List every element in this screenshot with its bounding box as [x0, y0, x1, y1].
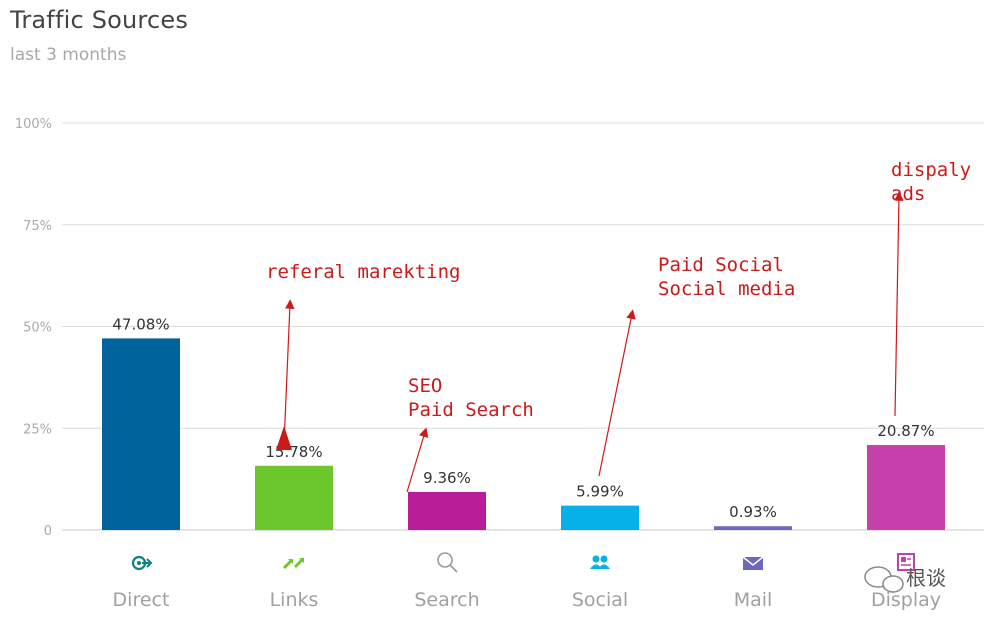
- category-label: Social: [572, 589, 628, 611]
- search-magnifier-icon: [437, 552, 458, 573]
- annotation-paid-social: Paid Social: [658, 254, 784, 276]
- annotation-seo-paid-search: Paid Search: [408, 399, 534, 421]
- chart-title: Traffic Sources: [10, 6, 189, 34]
- category-label: Mail: [734, 589, 773, 611]
- annotation-referral-marketing: referal marekting: [266, 261, 460, 283]
- annotation-arrow: [894, 191, 904, 417]
- data-label: 0.93%: [729, 503, 777, 521]
- annotation-seo-paid-search: SEO: [408, 375, 442, 397]
- display-ad-icon: [897, 553, 915, 571]
- annotation-arrow: [283, 299, 295, 445]
- y-tick-label: 50%: [23, 321, 52, 336]
- direct-target-icon: [131, 555, 153, 571]
- category-label: Links: [270, 589, 319, 611]
- y-tick-label: 75%: [23, 219, 52, 234]
- annotation-display-ads: dispaly: [891, 159, 971, 181]
- bar-display[interactable]: [867, 445, 945, 530]
- data-label: 9.36%: [423, 469, 471, 487]
- chart-subtitle: last 3 months: [10, 45, 127, 65]
- data-label: 20.87%: [877, 422, 934, 440]
- social-people-icon: [590, 555, 610, 569]
- category-label: Direct: [113, 589, 170, 611]
- annotation-arrow: [406, 427, 429, 493]
- y-tick-label: 25%: [23, 422, 52, 437]
- bar-direct[interactable]: [102, 338, 180, 530]
- watermark-text: 根谈: [906, 566, 946, 590]
- data-label: 47.08%: [112, 315, 169, 333]
- annotation-arrow: [598, 309, 636, 477]
- category-label: Display: [871, 589, 941, 611]
- links-arrows-icon: [282, 557, 305, 570]
- data-label: 15.78%: [265, 443, 322, 461]
- mail-envelope-icon: [742, 556, 764, 570]
- y-tick-label: 100%: [15, 117, 52, 132]
- data-label: 5.99%: [576, 483, 624, 501]
- bar-mail[interactable]: [714, 526, 792, 530]
- annotation-arrowhead: [276, 426, 292, 450]
- annotation-paid-social: Social media: [658, 278, 795, 300]
- y-tick-label: 0: [44, 524, 52, 539]
- bar-social[interactable]: [561, 505, 639, 530]
- bar-links[interactable]: [255, 465, 333, 530]
- annotation-display-ads: ads: [891, 183, 925, 205]
- category-label: Search: [414, 589, 479, 611]
- bar-search[interactable]: [408, 491, 486, 530]
- wechat-watermark: 根谈: [864, 566, 946, 593]
